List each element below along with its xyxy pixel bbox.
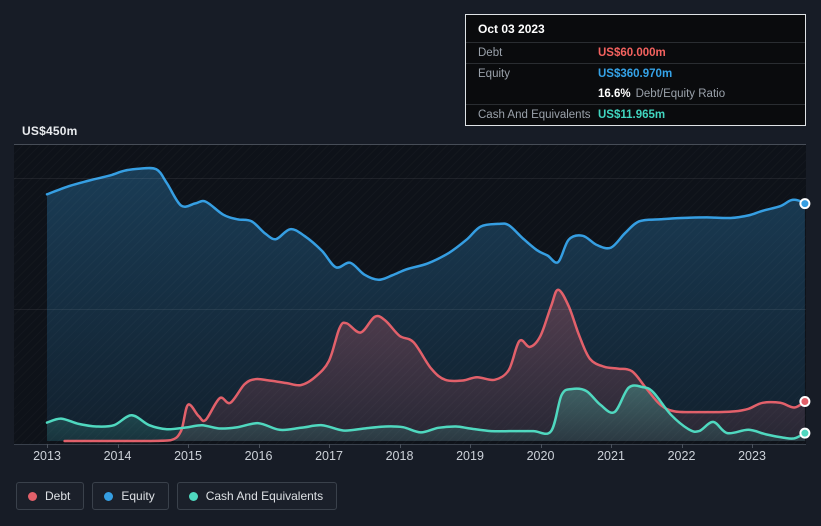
equity-line [45, 166, 807, 282]
gridline-400m [14, 178, 806, 179]
tooltip-cash-value: US$11.965m [598, 109, 666, 121]
x-label-2018: 2018 [385, 449, 414, 463]
hover-point-markers [799, 198, 811, 439]
legend-item-cash[interactable]: Cash And Equivalents [176, 482, 338, 510]
legend-label: Equity [121, 489, 155, 503]
gridline-200m [14, 309, 806, 310]
chart-plot-area[interactable] [14, 144, 811, 445]
tooltip-date: Oct 03 2023 [466, 15, 805, 43]
tooltip-debt-value: US$60.000m [598, 47, 666, 59]
tooltip-row-ratio: 16.6% Debt/Equity Ratio [466, 84, 805, 105]
x-label-2017: 2017 [315, 449, 343, 463]
x-label-2013: 2013 [33, 449, 61, 463]
tooltip-equity-label: Equity [478, 68, 510, 80]
chart-tooltip: Oct 03 2023 Debt US$60.000m Equity US$36… [465, 14, 806, 126]
x-label-2022: 2022 [667, 449, 696, 463]
tooltip-cash-label: Cash And Equivalents [478, 109, 591, 121]
equity-hover-marker [799, 198, 811, 210]
debt-legend-dot-icon [28, 491, 37, 501]
x-label-2019: 2019 [456, 449, 484, 463]
y-axis-max-label: US$450m [22, 124, 78, 138]
legend-item-equity[interactable]: Equity [92, 482, 169, 510]
x-label-2014: 2014 [103, 449, 132, 463]
tooltip-debt-label: Debt [478, 47, 503, 59]
equity-legend-dot-icon [104, 491, 114, 501]
tooltip-equity-value: US$360.970m [598, 68, 673, 80]
legend-label: Cash And Equivalents [205, 489, 324, 503]
chart-legend: Debt Equity Cash And Equivalents [16, 482, 338, 510]
legend-label: Debt [45, 489, 71, 503]
tooltip-row-cash: Cash And Equivalents US$11.965m [466, 105, 805, 125]
x-label-2023: 2023 [738, 449, 766, 463]
x-label-2016: 2016 [244, 449, 273, 463]
tooltip-ratio-value: 16.6% [598, 88, 631, 100]
chart-series-canvas [45, 166, 811, 443]
tooltip-ratio-label: Debt/Equity Ratio [635, 88, 726, 100]
debt-hover-marker [799, 396, 811, 407]
x-label-2020: 2020 [526, 449, 555, 463]
tooltip-row-debt: Debt US$60.000m [466, 43, 805, 64]
legend-item-debt[interactable]: Debt [16, 482, 85, 510]
cash-legend-dot-icon [188, 491, 198, 501]
cash-area [47, 385, 805, 441]
cash-line [45, 384, 807, 440]
x-label-2021: 2021 [597, 449, 625, 463]
cash-hover-marker [799, 427, 811, 439]
tooltip-row-equity: Equity US$360.970m [466, 64, 805, 84]
x-label-2015: 2015 [174, 449, 202, 463]
